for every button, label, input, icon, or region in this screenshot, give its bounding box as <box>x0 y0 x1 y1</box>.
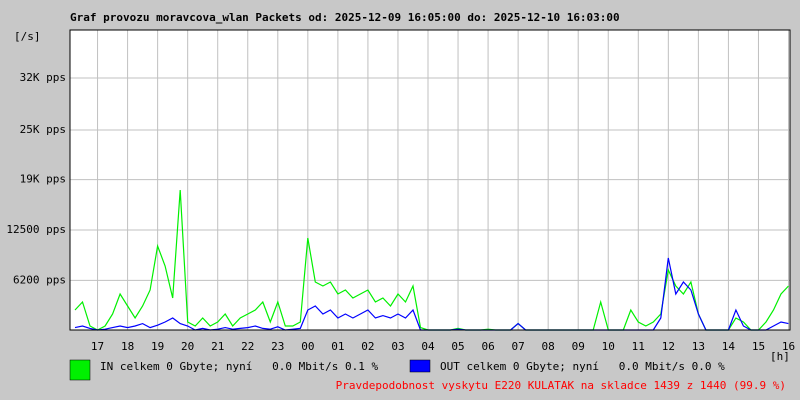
plot-border <box>69 29 791 331</box>
x-tick-label: 08 <box>542 340 555 353</box>
y-tick-label: 25K pps <box>20 123 66 136</box>
x-tick-label: 14 <box>722 340 736 353</box>
x-tick-label: 23 <box>271 340 284 353</box>
legend-label: OUT celkem 0 Gbyte; nyní 0.0 Mbit/s 0.0 … <box>440 360 725 373</box>
x-tick-label: 07 <box>512 340 525 353</box>
x-tick-label: 01 <box>331 340 344 353</box>
x-tick-label: 18 <box>121 340 134 353</box>
x-tick-label: 04 <box>421 340 435 353</box>
x-tick-label: 06 <box>481 340 494 353</box>
y-tick-label: 32K pps <box>20 71 66 84</box>
x-tick-label: 19 <box>151 340 164 353</box>
legend-label: IN celkem 0 Gbyte; nyní 0.0 Mbit/s 0.1 % <box>100 360 379 373</box>
y-axis-unit: [/s] <box>14 30 41 43</box>
x-tick-label: 02 <box>361 340 374 353</box>
x-axis-unit: [h] <box>770 350 790 363</box>
x-tick-label: 05 <box>451 340 464 353</box>
x-tick-label: 03 <box>391 340 404 353</box>
x-tick-label: 15 <box>752 340 765 353</box>
footer-note: Pravdepodobnost vyskytu E220 KULATAK na … <box>336 379 786 392</box>
x-tick-label: 13 <box>692 340 705 353</box>
x-tick-label: 16 <box>782 340 795 353</box>
y-tick-label: 19K pps <box>20 173 66 186</box>
x-tick-label: 17 <box>91 340 104 353</box>
x-tick-label: 11 <box>632 340 645 353</box>
grid <box>70 30 790 330</box>
x-tick-label: 10 <box>602 340 615 353</box>
x-tick-label: 20 <box>181 340 194 353</box>
chart-title: Graf provozu moravcova_wlan Packets od: … <box>70 11 620 24</box>
y-tick-label: 12500 pps <box>6 223 66 236</box>
legend-swatch <box>69 359 91 381</box>
y-tick-label: 6200 pps <box>13 273 66 286</box>
x-tick-label: 00 <box>301 340 314 353</box>
x-tick-label: 12 <box>662 340 675 353</box>
x-tick-label: 09 <box>572 340 585 353</box>
legend-swatch <box>409 359 431 373</box>
x-tick-label: 21 <box>211 340 224 353</box>
x-tick-label: 22 <box>241 340 254 353</box>
